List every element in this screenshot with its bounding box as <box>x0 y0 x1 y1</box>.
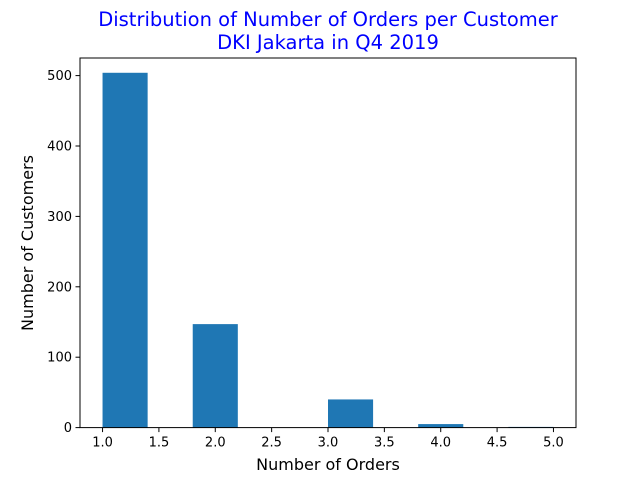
x-tick-label-4: 3.0 <box>318 436 339 451</box>
y-tick-label-2: 200 <box>47 280 72 295</box>
y-tick-label-3: 300 <box>47 210 72 225</box>
chart-title-line-1: Distribution of Number of Orders per Cus… <box>98 8 559 31</box>
x-tick-label-5: 3.5 <box>374 436 395 451</box>
histogram-bar-7 <box>418 424 464 428</box>
y-tick-label-4: 400 <box>47 140 72 155</box>
x-tick-label-8: 5.0 <box>543 436 564 451</box>
y-tick-label-5: 500 <box>47 69 72 84</box>
chart-title-line-2: DKI Jakarta in Q4 2019 <box>217 31 439 54</box>
y-axis-label: Number of Customers <box>18 155 37 331</box>
y-tick-label-0: 0 <box>64 421 72 436</box>
y-axis-ticks: 0 100 200 300 400 500 <box>47 69 80 436</box>
x-axis-ticks: 1.0 1.5 2.0 2.5 3.0 3.5 4.0 4.5 5.0 <box>92 427 564 451</box>
histogram-bar-2 <box>192 324 238 428</box>
plot-area-frame <box>79 57 577 429</box>
x-tick-label-0: 1.0 <box>92 436 113 451</box>
bars-group <box>102 72 554 428</box>
x-tick-label-6: 4.0 <box>430 436 451 451</box>
x-tick-label-7: 4.5 <box>487 436 508 451</box>
x-tick-label-3: 2.5 <box>261 436 282 451</box>
x-axis-label: Number of Orders <box>256 455 400 474</box>
histogram-bar-0 <box>102 72 148 428</box>
y-tick-label-1: 100 <box>47 351 72 366</box>
x-tick-label-1: 1.5 <box>149 436 170 451</box>
histogram-bar-5 <box>328 399 374 428</box>
x-tick-label-2: 2.0 <box>205 436 226 451</box>
